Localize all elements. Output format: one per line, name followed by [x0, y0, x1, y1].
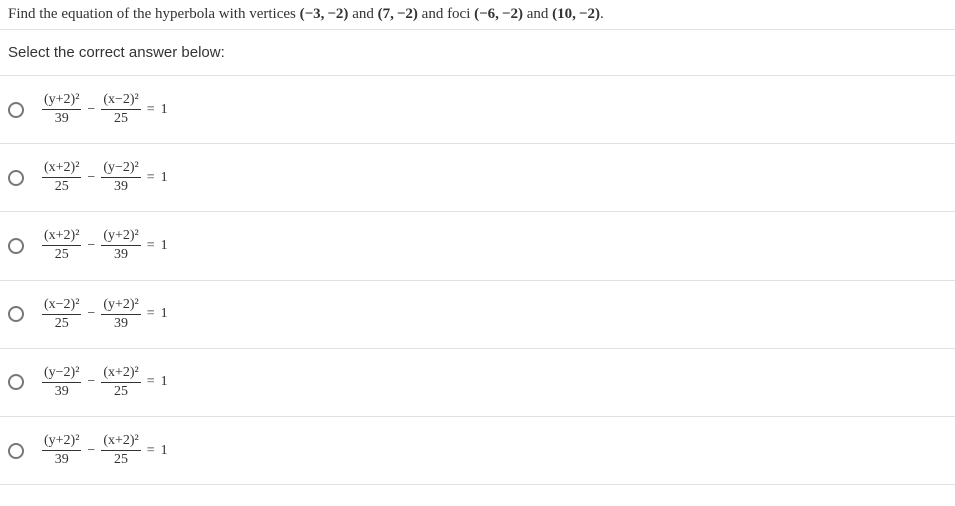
fraction-bar	[42, 382, 81, 383]
numerator: (x+2)²	[42, 160, 81, 176]
fraction-bar	[42, 245, 81, 246]
fraction-bar	[42, 450, 81, 451]
rhs-value: 1	[161, 238, 168, 254]
numerator: (y+2)²	[42, 92, 81, 108]
numerator: (y+2)²	[42, 433, 81, 449]
fraction-2: (x+2)² 25	[101, 365, 140, 400]
question-mid: and foci	[418, 6, 474, 22]
radio-button[interactable]	[8, 306, 24, 322]
question-suffix: .	[600, 6, 604, 22]
minus-sign: −	[81, 170, 101, 186]
radio-button[interactable]	[8, 238, 24, 254]
radio-button[interactable]	[8, 443, 24, 459]
equals-sign: =	[141, 238, 161, 254]
fraction-2: (y−2)² 39	[101, 160, 140, 195]
focus-2: (10, −2)	[552, 6, 600, 22]
minus-sign: −	[81, 306, 101, 322]
radio-button[interactable]	[8, 102, 24, 118]
fraction-2: (x+2)² 25	[101, 433, 140, 468]
denominator: 25	[112, 384, 130, 400]
denominator: 39	[112, 179, 130, 195]
question-text: Find the equation of the hyperbola with …	[0, 0, 955, 29]
fraction-bar	[42, 314, 81, 315]
fraction-bar	[101, 177, 140, 178]
denominator: 39	[53, 452, 71, 468]
focus-1: (−6, −2)	[474, 6, 523, 22]
question-and-2: and	[523, 6, 552, 22]
equals-sign: =	[141, 374, 161, 390]
equation: (x+2)² 25 − (y−2)² 39 = 1	[42, 160, 168, 195]
equals-sign: =	[141, 443, 161, 459]
rhs-value: 1	[161, 306, 168, 322]
fraction-1: (x+2)² 25	[42, 160, 81, 195]
denominator: 39	[53, 111, 71, 127]
fraction-bar	[42, 109, 81, 110]
numerator: (y+2)²	[101, 228, 140, 244]
question-and-1: and	[348, 6, 377, 22]
vertex-2: (7, −2)	[378, 6, 418, 22]
numerator: (x+2)²	[42, 228, 81, 244]
fraction-bar	[101, 109, 140, 110]
equation: (x+2)² 25 − (y+2)² 39 = 1	[42, 228, 168, 263]
equals-sign: =	[141, 170, 161, 186]
numerator: (x+2)²	[101, 365, 140, 381]
denominator: 25	[112, 111, 130, 127]
numerator: (y+2)²	[101, 297, 140, 313]
question-prefix: Find the equation of the hyperbola with …	[8, 6, 300, 22]
fraction-1: (x−2)² 25	[42, 297, 81, 332]
answer-option[interactable]: (y+2)² 39 − (x−2)² 25 = 1	[0, 76, 955, 144]
fraction-bar	[101, 245, 140, 246]
radio-button[interactable]	[8, 374, 24, 390]
minus-sign: −	[81, 443, 101, 459]
answer-option[interactable]: (x+2)² 25 − (y+2)² 39 = 1	[0, 212, 955, 280]
fraction-bar	[101, 450, 140, 451]
radio-button[interactable]	[8, 170, 24, 186]
equals-sign: =	[141, 306, 161, 322]
denominator: 25	[53, 179, 71, 195]
fraction-1: (x+2)² 25	[42, 228, 81, 263]
fraction-1: (y−2)² 39	[42, 365, 81, 400]
denominator: 25	[112, 452, 130, 468]
numerator: (y−2)²	[101, 160, 140, 176]
numerator: (y−2)²	[42, 365, 81, 381]
equals-sign: =	[141, 102, 161, 118]
rhs-value: 1	[161, 102, 168, 118]
minus-sign: −	[81, 102, 101, 118]
equation: (y+2)² 39 − (x+2)² 25 = 1	[42, 433, 168, 468]
fraction-2: (y+2)² 39	[101, 297, 140, 332]
rhs-value: 1	[161, 443, 168, 459]
minus-sign: −	[81, 238, 101, 254]
numerator: (x+2)²	[101, 433, 140, 449]
denominator: 25	[53, 247, 71, 263]
denominator: 39	[112, 316, 130, 332]
answer-option[interactable]: (x−2)² 25 − (y+2)² 39 = 1	[0, 281, 955, 349]
equation: (y+2)² 39 − (x−2)² 25 = 1	[42, 92, 168, 127]
minus-sign: −	[81, 374, 101, 390]
fraction-bar	[101, 314, 140, 315]
numerator: (x−2)²	[101, 92, 140, 108]
equation: (x−2)² 25 − (y+2)² 39 = 1	[42, 297, 168, 332]
answer-option[interactable]: (x+2)² 25 − (y−2)² 39 = 1	[0, 144, 955, 212]
rhs-value: 1	[161, 170, 168, 186]
denominator: 39	[112, 247, 130, 263]
answer-option[interactable]: (y−2)² 39 − (x+2)² 25 = 1	[0, 349, 955, 417]
equation: (y−2)² 39 − (x+2)² 25 = 1	[42, 365, 168, 400]
fraction-2: (x−2)² 25	[101, 92, 140, 127]
answer-option[interactable]: (y+2)² 39 − (x+2)² 25 = 1	[0, 417, 955, 485]
numerator: (x−2)²	[42, 297, 81, 313]
select-prompt: Select the correct answer below:	[0, 30, 955, 75]
fraction-2: (y+2)² 39	[101, 228, 140, 263]
fraction-bar	[101, 382, 140, 383]
fraction-bar	[42, 177, 81, 178]
denominator: 25	[53, 316, 71, 332]
fraction-1: (y+2)² 39	[42, 433, 81, 468]
fraction-1: (y+2)² 39	[42, 92, 81, 127]
vertex-1: (−3, −2)	[300, 6, 349, 22]
rhs-value: 1	[161, 374, 168, 390]
denominator: 39	[53, 384, 71, 400]
